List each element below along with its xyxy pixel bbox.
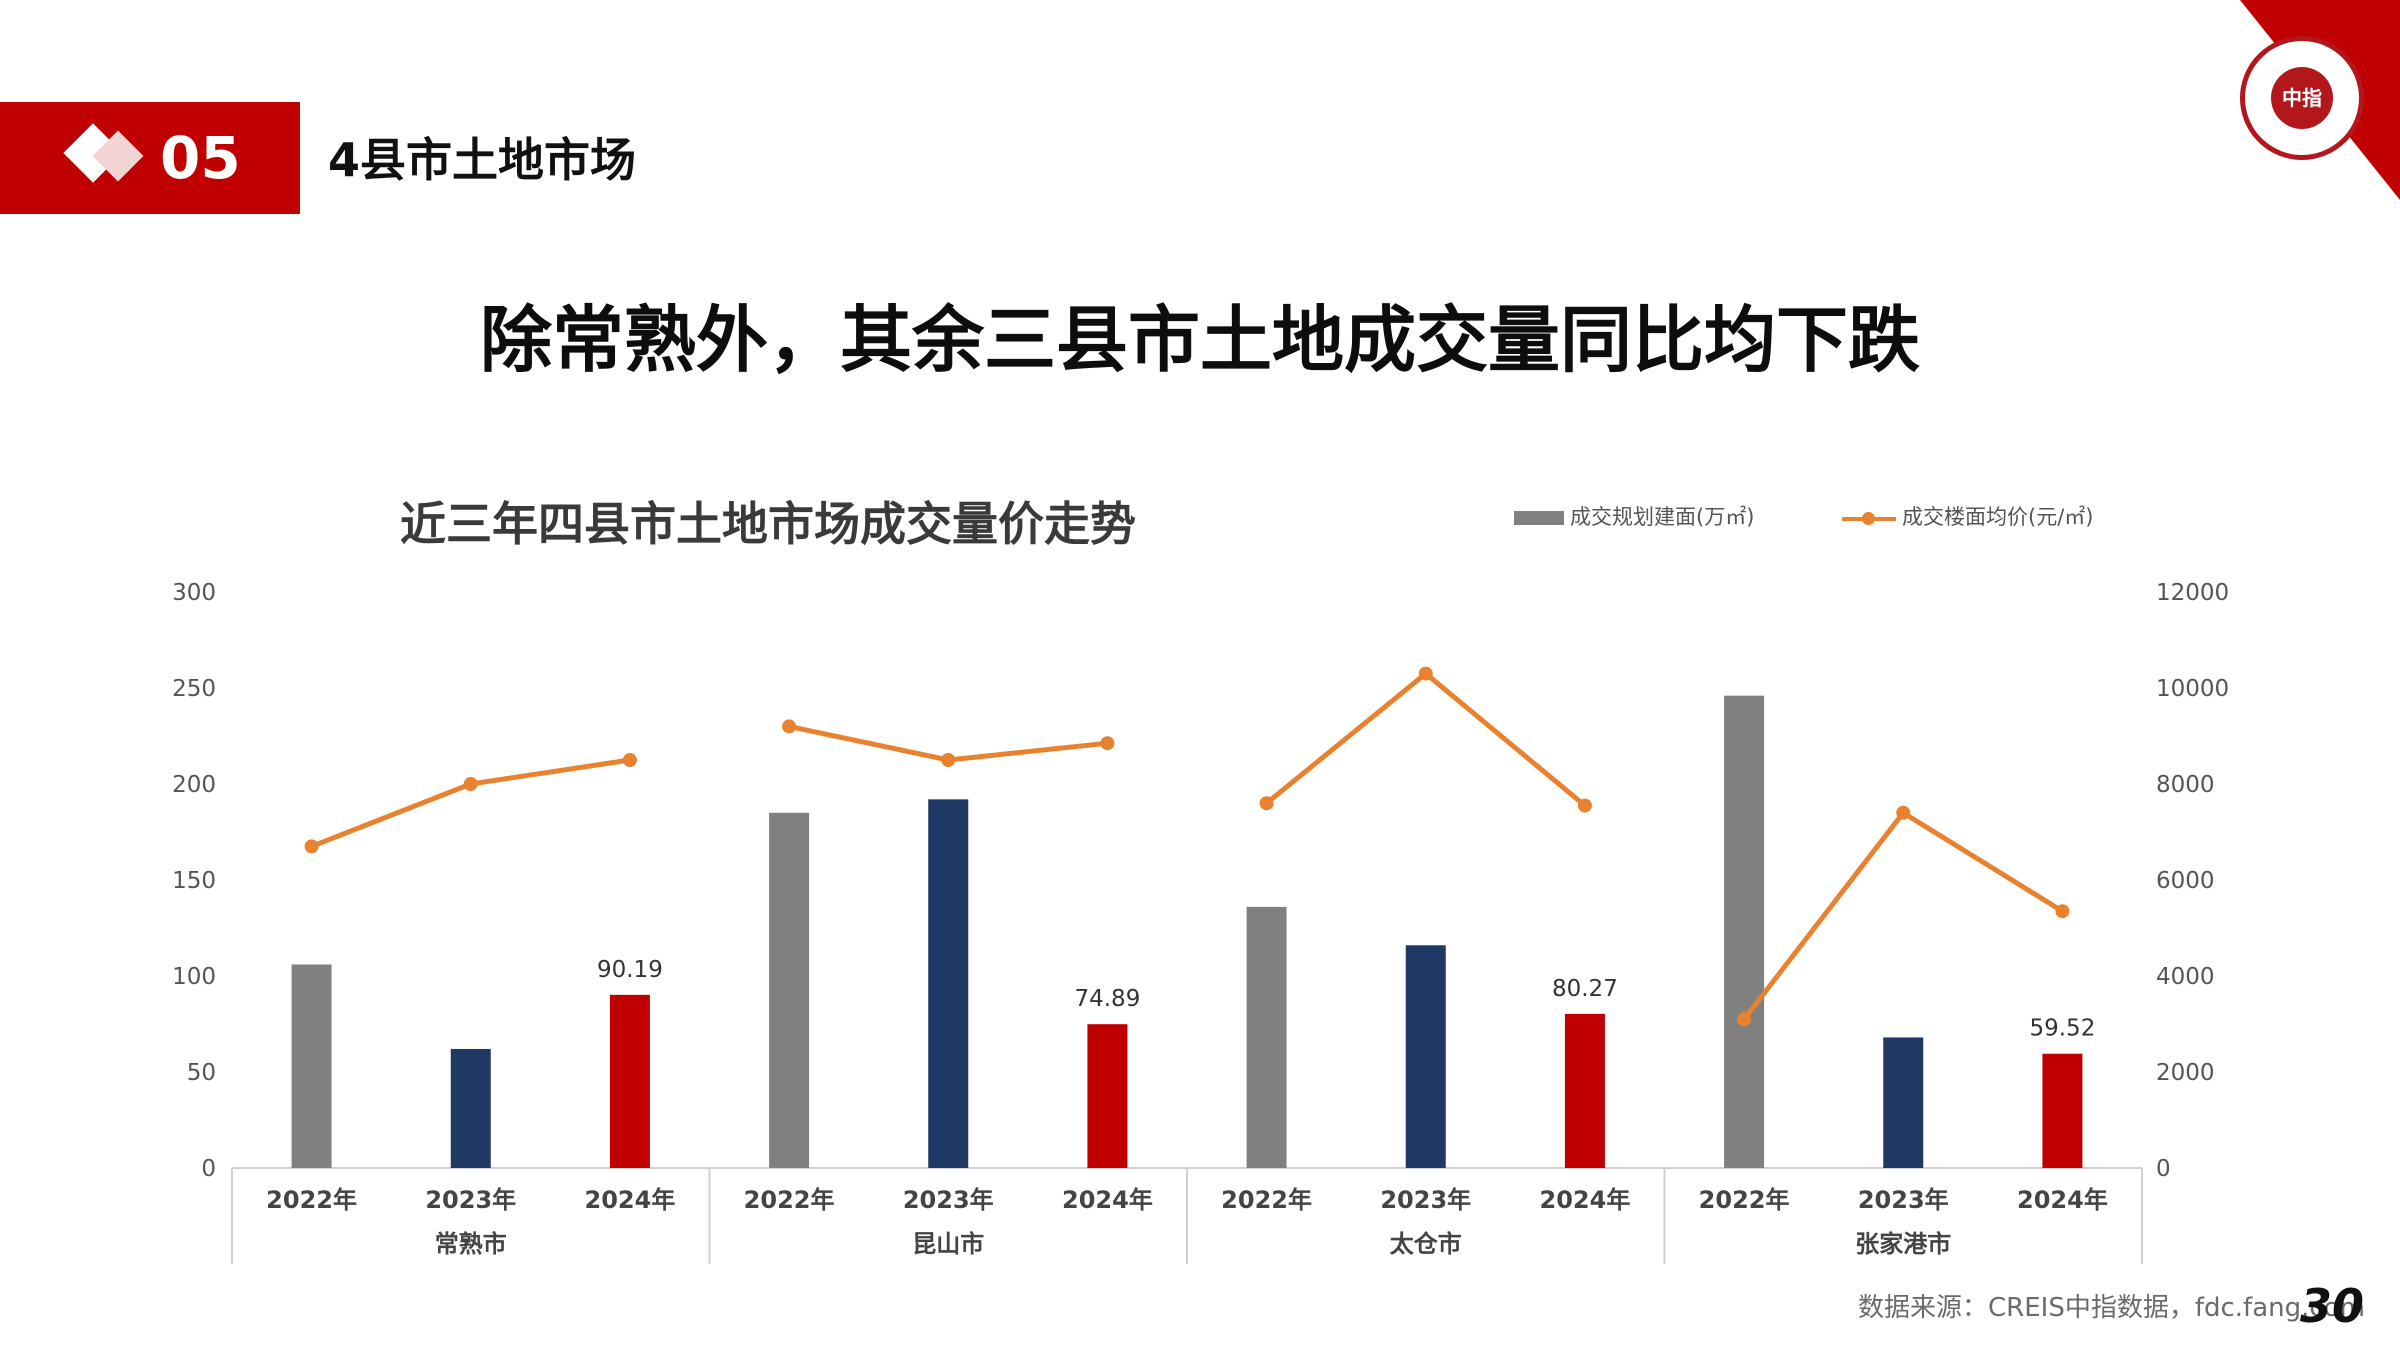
y-right-tick-label: 8000 xyxy=(2156,772,2215,798)
bar-4-2 xyxy=(1883,1037,1924,1168)
y-left-tick-label: 50 xyxy=(187,1060,216,1086)
bar-3-1 xyxy=(1246,906,1287,1168)
legend-line-label: 成交楼面均价(元/㎡) xyxy=(1902,505,2094,529)
section-number: 05 xyxy=(160,124,241,192)
x-tick-year-label: 2024年 xyxy=(1062,1186,1153,1214)
bar-1-1 xyxy=(291,964,332,1168)
price-point-4-3 xyxy=(2055,904,2070,919)
price-line-segment xyxy=(310,757,631,849)
x-tick-year-label: 2023年 xyxy=(1858,1186,1949,1214)
price-line-segment xyxy=(1742,810,2064,1021)
x-tick-year-label: 2022年 xyxy=(744,1186,835,1214)
page-headline: 除常熟外，其余三县市土地成交量同比均下跌 xyxy=(479,298,1920,382)
bar-3-3 xyxy=(1564,1013,1605,1168)
y-right-tick-label: 0 xyxy=(2156,1156,2171,1182)
data-label: 90.19 xyxy=(597,957,663,983)
x-tick-year-label: 2022年 xyxy=(1699,1186,1790,1214)
bar-4-3 xyxy=(2042,1053,2083,1168)
x-tick-year-label: 2022年 xyxy=(1221,1186,1312,1214)
source-note: 数据来源：CREIS中指数据，fdc.fang.com xyxy=(1858,1293,2365,1323)
bar-2-2 xyxy=(928,799,969,1168)
y-left-tick-label: 150 xyxy=(172,868,216,894)
section-title: 4县市土地市场 xyxy=(328,133,637,187)
legend-line-swatch xyxy=(1842,511,1896,525)
page-number: 30 xyxy=(2300,1279,2365,1333)
bar-4-1 xyxy=(1724,695,1765,1168)
bar-1-2 xyxy=(450,1048,491,1168)
price-point-4-1 xyxy=(1737,1012,1752,1027)
chart-title: 近三年四县市土地市场成交量价走势 xyxy=(400,497,1136,551)
x-tick-year-label: 2023年 xyxy=(425,1186,516,1214)
data-label: 80.27 xyxy=(1552,976,1618,1002)
price-point-4-2 xyxy=(1896,805,1911,820)
x-group-label: 昆山市 xyxy=(912,1230,984,1258)
legend-bar-series: 成交规划建面(万㎡) xyxy=(1514,502,1754,532)
x-tick-year-label: 2023年 xyxy=(903,1186,994,1214)
y-right-tick-label: 10000 xyxy=(2156,676,2229,702)
legend-bar-label: 成交规划建面(万㎡) xyxy=(1570,505,1755,529)
section-band xyxy=(0,102,300,214)
legend-bar-swatch xyxy=(1514,511,1564,525)
y-left-tick-label: 100 xyxy=(172,964,216,990)
price-point-1-2 xyxy=(463,777,478,791)
logo-mark: 中指 xyxy=(2271,67,2333,129)
x-tick-year-label: 2024年 xyxy=(1540,1186,1631,1214)
y-left-tick-label: 250 xyxy=(172,676,216,702)
y-right-tick-label: 2000 xyxy=(2156,1060,2215,1086)
price-point-3-2 xyxy=(1418,666,1433,681)
x-tick-year-label: 2023年 xyxy=(1380,1186,1471,1214)
bar-1-3 xyxy=(609,994,650,1168)
x-group-label: 张家港市 xyxy=(1855,1230,1951,1258)
price-point-3-3 xyxy=(1577,798,1592,813)
price-point-2-3 xyxy=(1100,736,1115,751)
data-label: 74.89 xyxy=(1074,986,1140,1012)
bar-3-2 xyxy=(1405,945,1446,1168)
legend-line-series: 成交楼面均价(元/㎡) xyxy=(1842,502,2093,532)
x-group-label: 太仓市 xyxy=(1390,1230,1462,1258)
price-point-3-1 xyxy=(1259,796,1274,811)
china-index-academy-logo: 中指 xyxy=(2240,36,2364,160)
price-point-1-3 xyxy=(622,753,637,767)
x-group-label: 常熟市 xyxy=(435,1230,507,1258)
y-right-tick-label: 4000 xyxy=(2156,964,2215,990)
x-tick-year-label: 2024年 xyxy=(585,1186,676,1214)
x-tick-year-label: 2022年 xyxy=(266,1186,357,1214)
price-point-2-2 xyxy=(941,753,956,767)
bar-2-3 xyxy=(1087,1024,1128,1168)
y-right-tick-label: 12000 xyxy=(2156,580,2229,606)
x-tick-year-label: 2024年 xyxy=(2017,1186,2108,1214)
y-left-tick-label: 0 xyxy=(201,1156,216,1182)
price-line-segment xyxy=(1265,671,1587,808)
y-left-tick-label: 200 xyxy=(172,772,216,798)
data-label: 59.52 xyxy=(2029,1016,2095,1042)
y-right-tick-label: 6000 xyxy=(2156,868,2215,894)
price-point-2-1 xyxy=(782,719,797,734)
bar-2-1 xyxy=(769,812,810,1168)
y-left-tick-label: 300 xyxy=(172,580,216,606)
price-point-1-1 xyxy=(304,839,319,854)
